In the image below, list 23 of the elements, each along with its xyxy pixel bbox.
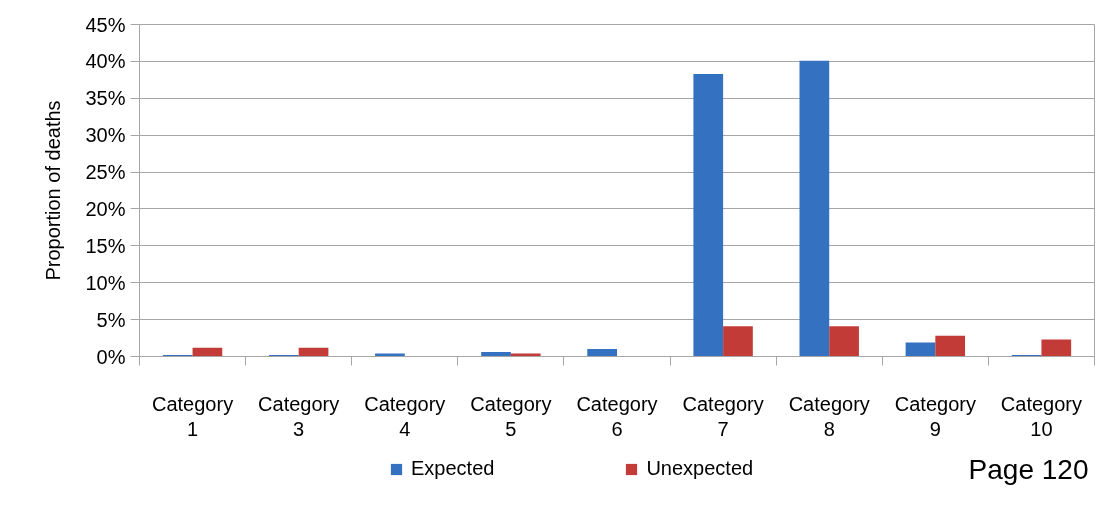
legend-label: Unexpected xyxy=(646,457,754,480)
x-tick-label: Category 3 xyxy=(258,392,340,440)
y-tick-label: 25% xyxy=(85,161,126,184)
x-tick-label: Category 1 xyxy=(151,392,234,440)
y-axis-title: Proportion of deaths xyxy=(42,100,65,281)
x-tick-label: Category 5 xyxy=(470,392,552,440)
x-tick-label: Category 8 xyxy=(788,392,870,440)
x-tick-label: Category 6 xyxy=(576,392,658,440)
y-tick-label: 15% xyxy=(85,234,126,257)
x-tick-label: Category 4 xyxy=(364,392,446,440)
y-tick-label: 45% xyxy=(85,13,126,36)
x-tick-label: Category 7 xyxy=(682,392,764,440)
legend-label: Expected xyxy=(411,457,495,480)
y-tick-label: 0% xyxy=(96,345,126,368)
x-tick-label: Category 10 xyxy=(1000,392,1083,440)
x-tick-label: Category 9 xyxy=(894,392,976,440)
text: Page 120 xyxy=(968,454,1089,485)
y-tick-label: 30% xyxy=(85,124,126,147)
y-tick-label: 5% xyxy=(96,308,126,331)
y-tick-label: 10% xyxy=(85,271,126,294)
y-tick-label: 40% xyxy=(85,50,126,73)
y-tick-label: 20% xyxy=(85,197,126,220)
y-tick-label: 35% xyxy=(85,87,126,110)
